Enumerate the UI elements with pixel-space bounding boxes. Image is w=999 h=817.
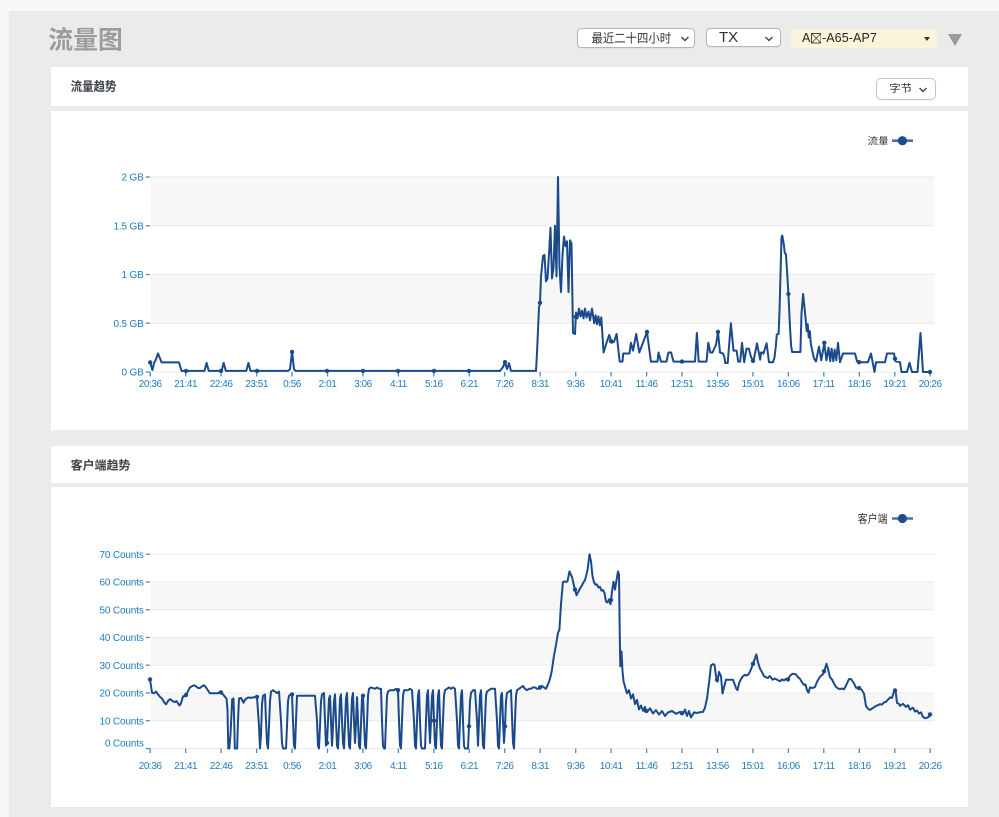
svg-text:1.5 GB: 1.5 GB <box>113 221 144 232</box>
svg-text:6:21: 6:21 <box>460 378 479 389</box>
svg-text:19:21: 19:21 <box>883 378 907 389</box>
svg-text:8:31: 8:31 <box>531 378 550 389</box>
svg-text:16:06: 16:06 <box>777 378 801 389</box>
svg-text:15:01: 15:01 <box>742 378 766 389</box>
svg-text:9:36: 9:36 <box>567 761 586 772</box>
svg-text:40 Counts: 40 Counts <box>99 633 143 644</box>
svg-text:0 GB: 0 GB <box>121 367 144 378</box>
svg-text:23:51: 23:51 <box>245 761 269 772</box>
svg-text:19:21: 19:21 <box>883 761 907 772</box>
svg-text:1 GB: 1 GB <box>121 270 144 281</box>
svg-text:12:51: 12:51 <box>671 761 695 772</box>
svg-text:20:26: 20:26 <box>919 378 943 389</box>
svg-text:13:56: 13:56 <box>706 378 730 389</box>
svg-text:7:26: 7:26 <box>496 378 515 389</box>
svg-text:16:06: 16:06 <box>777 761 801 772</box>
svg-text:20:36: 20:36 <box>139 378 163 389</box>
svg-text:0:56: 0:56 <box>283 378 302 389</box>
svg-text:20:26: 20:26 <box>919 761 943 772</box>
svg-text:0 Counts: 0 Counts <box>105 739 144 750</box>
svg-text:18:16: 18:16 <box>848 761 872 772</box>
svg-text:13:56: 13:56 <box>706 761 730 772</box>
svg-text:22:46: 22:46 <box>210 378 234 389</box>
svg-text:6:21: 6:21 <box>460 761 479 772</box>
svg-text:17:11: 17:11 <box>813 378 836 389</box>
svg-text:3:06: 3:06 <box>354 761 373 772</box>
svg-text:18:16: 18:16 <box>848 378 872 389</box>
svg-text:50 Counts: 50 Counts <box>99 606 143 617</box>
svg-text:30 Counts: 30 Counts <box>99 661 143 672</box>
svg-text:17:11: 17:11 <box>813 761 836 772</box>
svg-text:10 Counts: 10 Counts <box>99 717 143 728</box>
svg-text:8:31: 8:31 <box>531 761 550 772</box>
svg-text:5:16: 5:16 <box>425 761 444 772</box>
svg-text:20 Counts: 20 Counts <box>99 689 143 700</box>
svg-text:4:11: 4:11 <box>390 761 408 772</box>
svg-text:0:56: 0:56 <box>283 761 302 772</box>
svg-text:10:41: 10:41 <box>600 378 624 389</box>
svg-text:3:06: 3:06 <box>354 378 373 389</box>
svg-text:7:26: 7:26 <box>496 761 515 772</box>
svg-text:15:01: 15:01 <box>742 761 766 772</box>
svg-text:5:16: 5:16 <box>425 378 444 389</box>
svg-text:2 GB: 2 GB <box>121 172 144 183</box>
svg-text:2:01: 2:01 <box>319 378 338 389</box>
svg-text:11:46: 11:46 <box>636 378 659 389</box>
svg-text:10:41: 10:41 <box>600 761 624 772</box>
svg-text:21:41: 21:41 <box>174 761 198 772</box>
svg-text:12:51: 12:51 <box>671 378 695 389</box>
svg-text:20:36: 20:36 <box>139 761 163 772</box>
svg-text:0.5 GB: 0.5 GB <box>113 318 144 329</box>
svg-text:9:36: 9:36 <box>567 378 586 389</box>
svg-text:70 Counts: 70 Counts <box>99 550 143 561</box>
svg-text:11:46: 11:46 <box>636 761 659 772</box>
svg-text:21:41: 21:41 <box>174 378 198 389</box>
svg-text:60 Counts: 60 Counts <box>99 578 143 589</box>
svg-text:4:11: 4:11 <box>390 378 408 389</box>
svg-text:23:51: 23:51 <box>245 378 269 389</box>
svg-text:2:01: 2:01 <box>319 761 338 772</box>
svg-text:22:46: 22:46 <box>210 761 234 772</box>
